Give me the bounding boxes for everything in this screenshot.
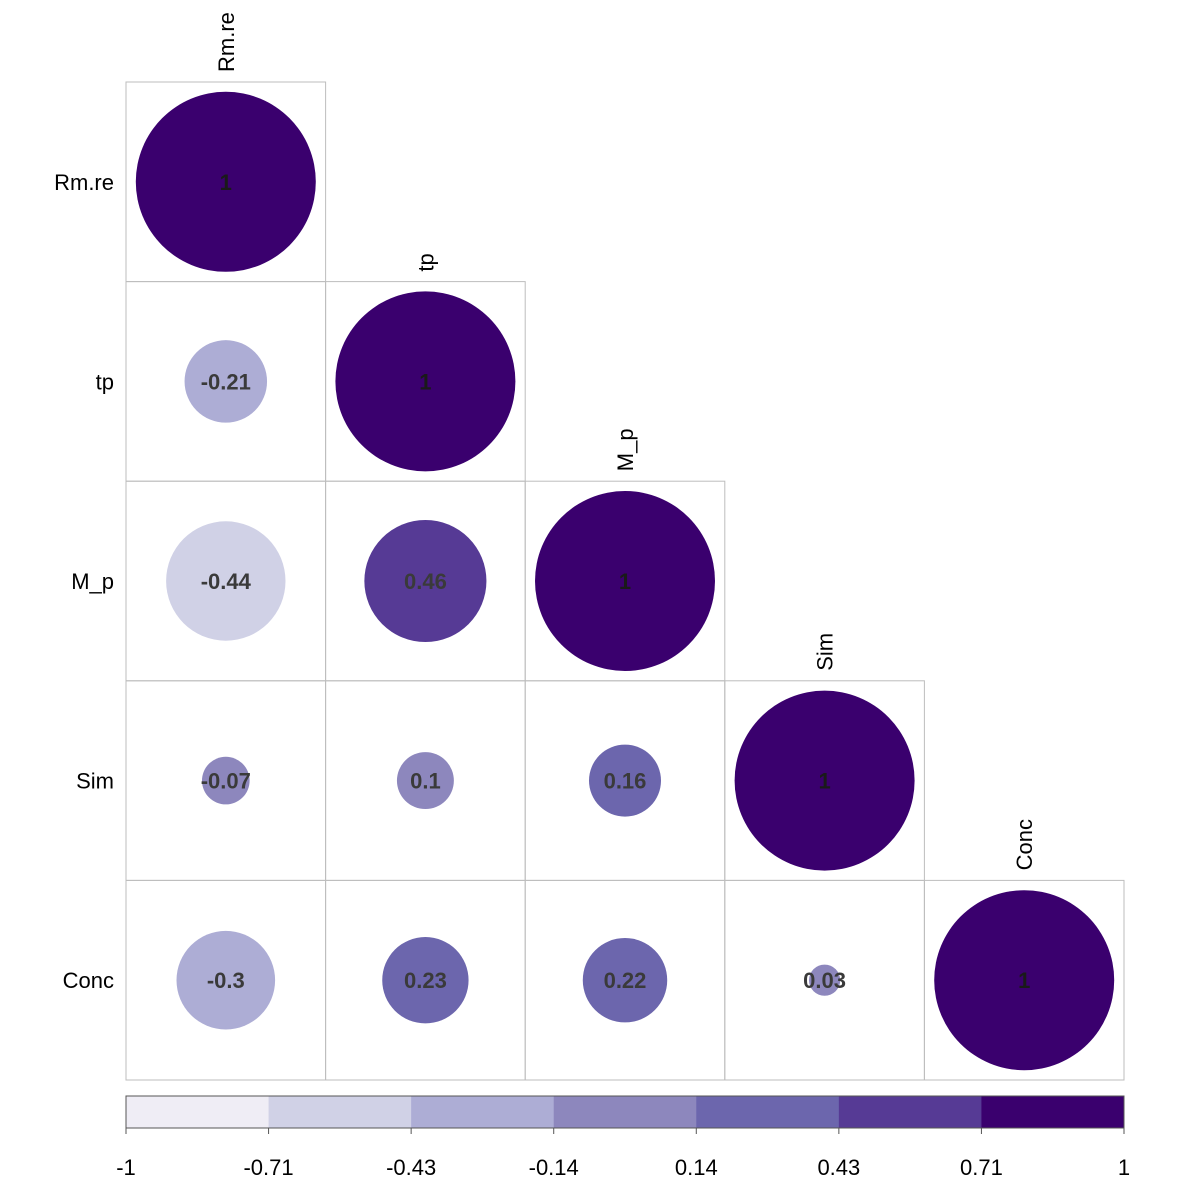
legend-border — [125, 1095, 1125, 1129]
correlation-value-label: -0.07 — [201, 769, 251, 794]
correlation-value-label: 1 — [220, 170, 232, 195]
correlation-circle — [135, 91, 316, 272]
row-labels: Rm.re tp M_p Sim Conc — [54, 170, 114, 993]
legend-color-swatch — [411, 1096, 555, 1128]
correlation-circle — [535, 491, 715, 671]
correlation-value-label: -0.21 — [201, 369, 251, 394]
correlation-circle — [335, 291, 516, 472]
correlation-value-label: -0.3 — [207, 968, 245, 993]
correlation-circle — [184, 340, 268, 423]
legend-tick-label: 0.14 — [675, 1155, 718, 1180]
correlation-value-label: 1 — [818, 769, 830, 794]
legend-color-swatch — [838, 1096, 982, 1128]
legend-color-swatch — [981, 1096, 1125, 1128]
correlation-circle — [382, 937, 469, 1024]
correlation-value-label: 0.46 — [404, 569, 447, 594]
column-label-conc: Conc — [1012, 819, 1037, 870]
row-label-m-p: M_p — [71, 569, 114, 594]
correlation-circle — [734, 690, 915, 871]
legend-color-swatch — [126, 1096, 270, 1128]
color-legend: -1 -0.71 -0.43 -0.14 0.14 0.43 0.71 1 — [116, 1095, 1130, 1180]
correlation-value-label: -0.44 — [201, 569, 252, 594]
correlation-circle — [934, 890, 1115, 1071]
correlation-circle — [396, 752, 454, 810]
correlation-circle — [176, 930, 276, 1030]
matrix-value-labels: 1 -0.21 1 -0.44 0.46 1 -0.07 0.1 0.16 1 -0.3 0.23 0.… — [201, 170, 1031, 993]
correlation-value-label: 0.1 — [410, 769, 441, 794]
legend-tick-label: -0.43 — [386, 1155, 436, 1180]
column-labels: Rm.re tp M_p Sim Conc — [214, 12, 1037, 870]
correlation-circle — [166, 521, 286, 641]
correlation-circle — [582, 937, 668, 1023]
grid-cell — [923, 879, 1125, 1081]
correlation-value-label: 1 — [619, 569, 631, 594]
legend-tick-label: -0.71 — [243, 1155, 293, 1180]
column-label-tp: tp — [413, 253, 438, 271]
legend-color-swatch — [268, 1096, 412, 1128]
correlation-circle — [201, 756, 250, 805]
row-label-tp: tp — [96, 369, 114, 394]
correlation-value-label: 1 — [419, 369, 431, 394]
column-label-m-p: M_p — [613, 428, 638, 471]
correlation-value-label: 0.16 — [604, 769, 647, 794]
row-label-rm-re: Rm.re — [54, 170, 114, 195]
correlation-circle — [809, 964, 841, 996]
correlation-value-label: 0.22 — [604, 968, 647, 993]
correlation-value-label: 1 — [1018, 968, 1030, 993]
legend-tick-label: -0.14 — [529, 1155, 579, 1180]
matrix-cells — [125, 81, 1125, 1081]
column-label-rm-re: Rm.re — [214, 12, 239, 72]
legend-tick-label: -1 — [116, 1155, 136, 1180]
correlation-value-label: 0.03 — [803, 968, 846, 993]
row-label-sim: Sim — [76, 769, 114, 794]
legend-tick-label: 0.43 — [817, 1155, 860, 1180]
legend-tick-label: 1 — [1118, 1155, 1130, 1180]
correlation-value-label: 0.23 — [404, 968, 447, 993]
correlation-circle — [589, 744, 661, 817]
column-label-sim: Sim — [813, 633, 838, 671]
legend-tick-label: 0.71 — [960, 1155, 1003, 1180]
matrix-circles — [135, 91, 1115, 1071]
legend-color-swatch — [553, 1096, 697, 1128]
correlation-circle — [364, 519, 487, 643]
row-label-conc: Conc — [63, 968, 114, 993]
legend-color-swatch — [696, 1096, 840, 1128]
